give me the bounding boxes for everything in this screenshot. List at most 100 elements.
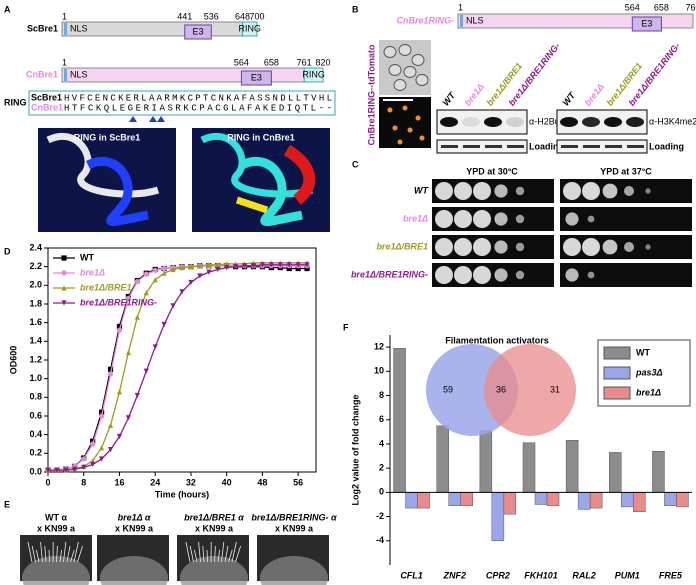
bar	[565, 440, 579, 493]
structure-caption: RING in CnBre1	[227, 132, 295, 142]
data-point	[134, 392, 140, 399]
spot	[624, 186, 634, 196]
position-label: 1	[458, 2, 463, 12]
bar	[577, 492, 591, 510]
data-point	[81, 456, 87, 462]
y-tick-label: 0.2	[29, 448, 42, 458]
cross-strain: bre1Δ/BRE1RING- α	[251, 512, 337, 522]
plate	[560, 207, 692, 231]
y-tick-label: 2.0	[29, 280, 42, 290]
position-label: 536	[204, 11, 219, 21]
data-point	[116, 327, 123, 333]
x-tick-label: 24	[150, 477, 160, 487]
bar	[522, 442, 536, 493]
band	[604, 117, 622, 127]
position-label: 564	[625, 2, 640, 12]
nucleus	[402, 105, 408, 111]
data-point	[206, 262, 212, 268]
e3-domain	[184, 24, 212, 40]
cell	[411, 54, 425, 66]
y-tick-label: 1.0	[29, 373, 42, 383]
strain-label: bre1Δ	[463, 82, 486, 108]
chart-title: Filamentation activators	[445, 335, 549, 345]
x-tick-label: 32	[186, 477, 196, 487]
spot	[454, 238, 472, 256]
band	[440, 117, 458, 127]
alignment-row-name: CnBre1	[31, 102, 63, 112]
panel-label: B	[352, 4, 359, 14]
bar	[664, 492, 677, 506]
y-tick-label: 4	[379, 438, 384, 448]
y-tick-label: -2	[376, 511, 384, 521]
bar	[436, 425, 449, 493]
band	[627, 145, 644, 148]
band	[626, 117, 644, 127]
loading-label: Loading	[649, 141, 684, 151]
y-tick-label: 1.8	[29, 298, 42, 308]
spot	[582, 238, 600, 256]
blot	[436, 139, 528, 154]
spot	[494, 268, 508, 282]
cross-partner: x KN99 a	[115, 523, 154, 533]
site-arrow	[149, 116, 157, 122]
nls-box	[64, 69, 67, 81]
construct-name: CnBre1RING-	[396, 15, 454, 25]
y-tick-label: 12	[374, 341, 384, 351]
alignment-frame	[28, 90, 336, 116]
series-line	[48, 262, 308, 471]
nls-label: NLS	[70, 69, 88, 79]
antibody-label: α-H3K4me2	[649, 116, 696, 126]
position-label: 1	[62, 11, 67, 21]
filament	[40, 541, 43, 563]
e3-label: E3	[641, 18, 652, 28]
position-label: 648	[235, 11, 250, 21]
filament	[44, 545, 47, 563]
y-axis-label: Log2 value of fold change	[350, 394, 360, 505]
alignment-row-name: ScBre1	[31, 92, 62, 102]
band	[463, 145, 480, 148]
legend-marker	[61, 285, 67, 291]
legend-label: bre1Δ/BRE1RING-	[80, 297, 157, 307]
strain-label: bre1Δ/BRE1RING-	[351, 269, 428, 279]
spot	[645, 188, 651, 194]
x-tick-label: 48	[257, 477, 267, 487]
data-point	[295, 262, 301, 268]
strain-label: WT	[561, 89, 578, 107]
ring-label: RING	[238, 23, 261, 33]
band	[485, 145, 502, 148]
scale-bar	[383, 99, 413, 101]
nls-box	[64, 23, 67, 35]
cell	[393, 79, 407, 91]
position-label: 658	[654, 2, 669, 12]
colony	[22, 556, 90, 585]
data-point	[72, 466, 78, 472]
cross-partner: x KN99 a	[195, 523, 234, 533]
position-label: 761	[297, 57, 312, 67]
bar	[393, 348, 406, 493]
nls-box	[460, 15, 463, 27]
data-point	[206, 269, 212, 275]
panel-label: C	[352, 159, 359, 169]
position-label: 658	[264, 57, 279, 67]
data-point	[170, 266, 176, 273]
data-point	[125, 295, 131, 301]
data-point	[99, 409, 105, 415]
spot	[587, 215, 595, 223]
y-tick-label: 1.6	[29, 317, 42, 327]
venn-count: 31	[550, 384, 560, 394]
data-point	[197, 263, 203, 269]
protein-name: CnBre1	[26, 69, 58, 79]
nls-label: NLS	[466, 15, 484, 25]
site-arrow	[157, 116, 165, 122]
data-point	[161, 321, 167, 328]
filament	[194, 549, 198, 563]
data-point	[90, 438, 96, 444]
y-tick-label: 10	[374, 366, 384, 376]
bar	[460, 492, 473, 506]
data-point	[224, 265, 230, 271]
filament	[66, 545, 71, 563]
filament	[198, 541, 201, 563]
filament	[59, 549, 62, 563]
x-tick-label: PUM1	[615, 570, 640, 580]
data-point	[241, 263, 248, 269]
